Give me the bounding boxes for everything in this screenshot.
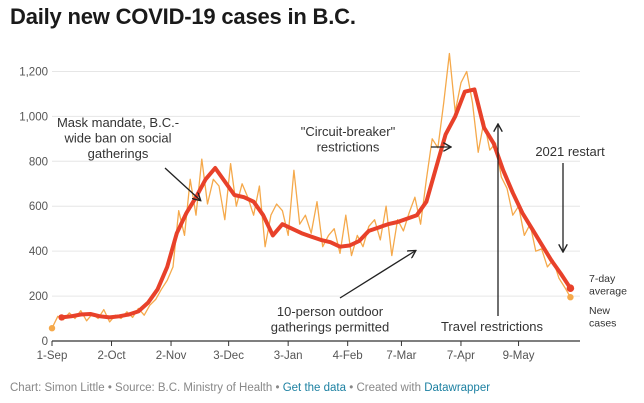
y-tick-label: 800 — [29, 156, 48, 168]
annotations: Mask mandate, B.C.-wide ban on social gat… — [57, 115, 605, 335]
annotation-line: "Circuit-breaker" — [301, 124, 396, 139]
line-labels: 7-day average New cases — [589, 273, 627, 330]
y-axis: 0 200 400 600 800 1,000 1,200 — [19, 66, 48, 348]
footer-created-with: Created with — [356, 382, 422, 394]
annotation-arrow — [164, 167, 200, 200]
annotation-text: Mask mandate, B.C.-wide ban on social gat… — [57, 115, 179, 161]
annotation-line: wide ban on social — [64, 131, 172, 146]
annotation-text: 10-person outdoor gatherings permitted — [271, 304, 390, 335]
legend-label: 7-day average — [589, 273, 627, 298]
annotation-line: Mask mandate, B.C.- — [57, 115, 179, 130]
y-tick-label: 400 — [29, 246, 48, 258]
annotation-line: Travel restrictions — [441, 319, 544, 334]
footer-separator: • — [107, 382, 112, 394]
point-average-start — [58, 314, 65, 321]
y-tick-label: 200 — [29, 291, 48, 303]
x-tick-label: 3-Dec — [213, 350, 244, 362]
footer: Chart: Simon Little • Source: B.C. Minis… — [10, 382, 490, 394]
annotation-line: gatherings permitted — [271, 320, 390, 335]
x-tick-label: 1-Sep — [37, 350, 68, 362]
footer-separator: • — [275, 382, 280, 394]
annotation-arrow — [339, 251, 415, 299]
x-tick-label: 3-Jan — [274, 350, 303, 362]
series-line-7-day-average — [59, 87, 573, 320]
annotation-line: gatherings — [88, 146, 149, 161]
x-tick-label: 9-May — [503, 350, 535, 362]
point-new-cases-start — [48, 324, 56, 332]
get-data-link[interactable]: Get the data — [282, 382, 347, 394]
annotation-line: restrictions — [317, 140, 380, 155]
annotation-text: "Circuit-breaker" restrictions — [301, 124, 396, 155]
grid-lines — [52, 70, 580, 342]
y-tick-label: 1,200 — [19, 66, 48, 78]
footer-separator: • — [349, 382, 354, 394]
x-tick-label: 7-Apr — [447, 350, 475, 362]
datawrapper-link[interactable]: Datawrapper — [424, 382, 491, 394]
legend-label-line: 7-day — [589, 273, 616, 285]
footer-source: Source: B.C. Ministry of Health — [115, 382, 273, 394]
footer-chart-by: Chart: Simon Little — [10, 382, 105, 394]
point-new-cases-end — [567, 294, 574, 301]
annotation-text: 2021 restart — [535, 144, 605, 159]
annotation-text: Travel restrictions — [441, 319, 544, 334]
y-tick-label: 1,000 — [19, 111, 48, 123]
series-line-new-cases — [51, 52, 571, 329]
annotation-line: 2021 restart — [535, 144, 605, 159]
page-title: Daily new COVID-19 cases in B.C. — [10, 4, 356, 29]
y-tick-label: 600 — [29, 201, 48, 213]
legend-label: New cases — [589, 305, 616, 330]
x-tick-label: 4-Feb — [333, 350, 363, 362]
x-axis: 1-Sep 2-Oct 2-Nov 3-Dec 3-Jan 4-Feb 7-Mar 7-Apr… — [37, 341, 535, 362]
point-average-end — [566, 284, 575, 293]
legend-label-line: average — [589, 286, 627, 298]
x-tick-label: 2-Nov — [156, 350, 187, 362]
x-tick-label: 2-Oct — [97, 350, 126, 362]
series-end-points — [48, 284, 575, 332]
x-tick-label: 7-Mar — [386, 350, 416, 362]
y-tick-label: 0 — [42, 336, 48, 348]
legend-label-line: New — [589, 305, 610, 317]
annotation-line: 10-person outdoor — [277, 304, 384, 319]
legend-label-line: cases — [589, 318, 616, 330]
